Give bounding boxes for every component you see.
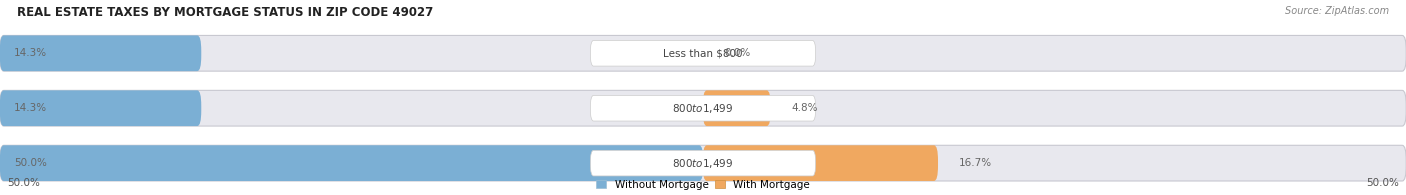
Text: 50.0%: 50.0%: [1367, 178, 1399, 188]
FancyBboxPatch shape: [0, 145, 703, 181]
FancyBboxPatch shape: [0, 145, 1406, 181]
Text: REAL ESTATE TAXES BY MORTGAGE STATUS IN ZIP CODE 49027: REAL ESTATE TAXES BY MORTGAGE STATUS IN …: [17, 6, 433, 19]
FancyBboxPatch shape: [703, 90, 770, 126]
Text: Less than $800: Less than $800: [664, 48, 742, 58]
Text: 14.3%: 14.3%: [14, 48, 48, 58]
Text: 0.0%: 0.0%: [724, 48, 751, 58]
FancyBboxPatch shape: [591, 95, 815, 121]
FancyBboxPatch shape: [591, 41, 815, 66]
Text: 14.3%: 14.3%: [14, 103, 48, 113]
Legend: Without Mortgage, With Mortgage: Without Mortgage, With Mortgage: [596, 180, 810, 190]
FancyBboxPatch shape: [0, 90, 1406, 126]
FancyBboxPatch shape: [703, 145, 938, 181]
FancyBboxPatch shape: [0, 35, 201, 71]
FancyBboxPatch shape: [0, 35, 1406, 71]
Text: 4.8%: 4.8%: [792, 103, 818, 113]
Text: 16.7%: 16.7%: [959, 158, 993, 168]
FancyBboxPatch shape: [591, 150, 815, 176]
Text: 50.0%: 50.0%: [14, 158, 46, 168]
Text: 50.0%: 50.0%: [7, 178, 39, 188]
Text: $800 to $1,499: $800 to $1,499: [672, 102, 734, 115]
Text: $800 to $1,499: $800 to $1,499: [672, 157, 734, 170]
Text: Source: ZipAtlas.com: Source: ZipAtlas.com: [1285, 6, 1389, 16]
FancyBboxPatch shape: [0, 90, 201, 126]
